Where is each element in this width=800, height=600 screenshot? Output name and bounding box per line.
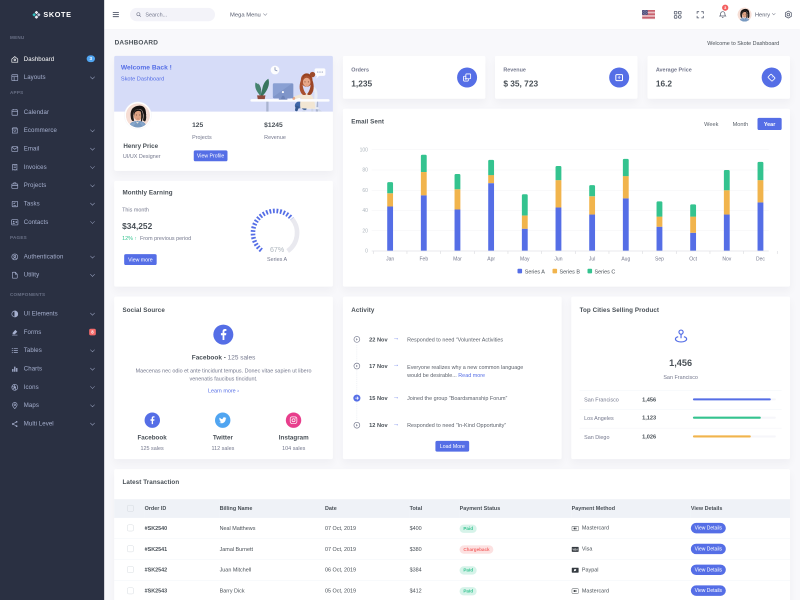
- svg-text:May: May: [520, 256, 530, 262]
- svg-text:0: 0: [365, 249, 368, 255]
- svg-text:Jul: Jul: [589, 256, 595, 262]
- svg-text:Apr: Apr: [487, 256, 495, 262]
- svg-text:Mar: Mar: [453, 256, 462, 262]
- svg-text:40: 40: [362, 208, 368, 214]
- svg-text:Jun: Jun: [554, 256, 562, 262]
- svg-text:Feb: Feb: [419, 256, 428, 262]
- svg-text:60: 60: [362, 188, 368, 194]
- svg-text:Sep: Sep: [655, 256, 664, 262]
- svg-text:Nov: Nov: [722, 256, 731, 262]
- svg-text:VISA: VISA: [572, 548, 578, 551]
- svg-text:Aug: Aug: [621, 256, 630, 262]
- svg-text:100: 100: [360, 147, 369, 153]
- svg-text:Jan: Jan: [386, 256, 394, 262]
- svg-text:Oct: Oct: [689, 256, 697, 262]
- svg-text:Dec: Dec: [756, 256, 765, 262]
- svg-text:80: 80: [362, 168, 368, 174]
- svg-text:20: 20: [362, 228, 368, 234]
